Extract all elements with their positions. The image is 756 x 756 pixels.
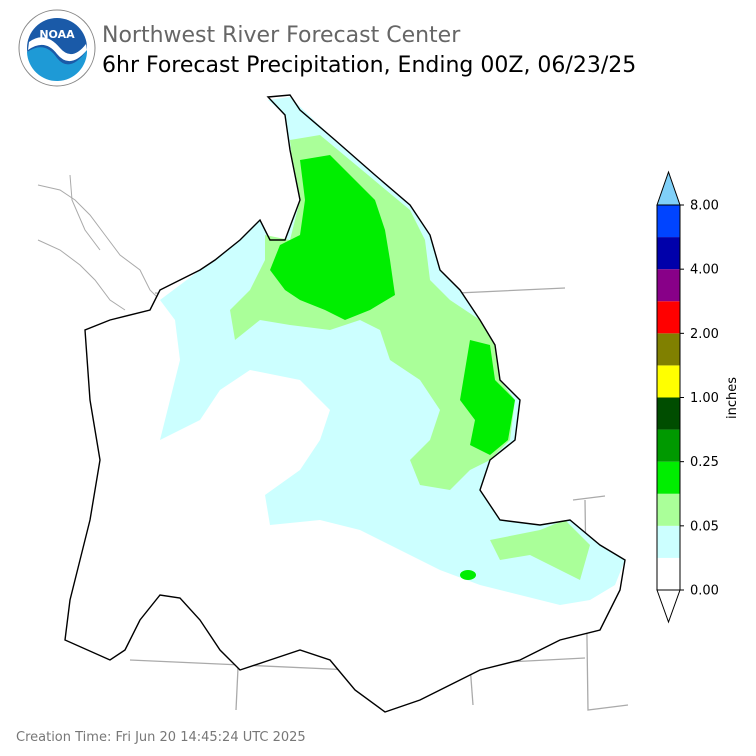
colorbar-tick-label: 0.25	[690, 455, 719, 470]
colorbar-segment	[657, 493, 680, 526]
colorbar-tick-label: 1.00	[690, 391, 719, 406]
precip-medium	[230, 135, 515, 490]
colorbar-segment	[657, 205, 680, 238]
precip-medium-se	[490, 520, 590, 580]
colorbar-segment	[657, 525, 680, 558]
basin-outline	[64, 94, 626, 713]
colorbar-segment	[657, 237, 680, 270]
colorbar-tick-label: 2.00	[690, 327, 719, 342]
colorbar-over	[656, 170, 681, 206]
colorbar-segment	[657, 301, 680, 334]
colorbar-segment	[657, 333, 680, 366]
colorbar-tick-label: 0.05	[690, 519, 719, 534]
colorbar-tick-label: 0.00	[690, 584, 719, 599]
colorbar-segment	[657, 269, 680, 302]
title: Northwest River Forecast Center	[102, 23, 461, 48]
colorbar-segment	[657, 429, 680, 462]
coastline	[37, 174, 161, 311]
precip-heavy	[270, 155, 395, 320]
colorbar: 0.00 0.05 0.25 1.00 2.00 4.00 8.00	[656, 170, 719, 624]
precip-heavy-east	[460, 340, 515, 455]
colorbar-segment	[657, 557, 680, 590]
logo-text: NOAA	[39, 28, 75, 41]
colorbar-tick-label: 4.00	[690, 263, 719, 278]
creation-time: Creation Time: Fri Jun 20 14:45:24 UTC 2…	[16, 730, 306, 745]
colorbar-label: inches	[725, 377, 740, 419]
colorbar-segment	[657, 365, 680, 398]
precip-heavy-spot	[460, 570, 476, 580]
colorbar-tick-label: 8.00	[690, 199, 719, 214]
noaa-logo: NOAA	[18, 9, 96, 87]
colorbar-segment	[657, 461, 680, 494]
colorbar-under	[656, 589, 681, 624]
subtitle: 6hr Forecast Precipitation, Ending 00Z, …	[102, 53, 636, 78]
colorbar-segment	[657, 397, 680, 430]
